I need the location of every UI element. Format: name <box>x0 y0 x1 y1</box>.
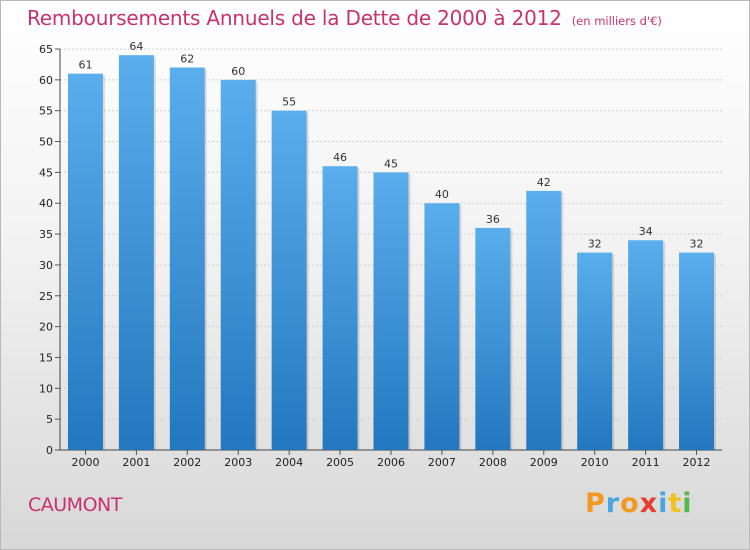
y-tick-label: 55 <box>39 105 53 118</box>
logo-letter: x <box>639 488 659 519</box>
y-tick-label: 40 <box>39 197 53 210</box>
logo-letter: i <box>682 488 693 519</box>
x-tick-label: 2007 <box>428 456 456 469</box>
bar-value-label: 62 <box>180 53 194 66</box>
x-tick-label: 2003 <box>224 456 252 469</box>
x-tick-label: 2012 <box>683 456 711 469</box>
bar <box>373 172 409 450</box>
bar <box>67 73 103 450</box>
bar-value-label: 61 <box>78 59 92 72</box>
place-name: CAUMONT <box>28 494 122 516</box>
bar-value-label: 46 <box>333 151 347 164</box>
y-tick-label: 20 <box>39 321 53 334</box>
bar <box>169 67 205 450</box>
bar <box>628 240 664 450</box>
bar <box>118 55 154 451</box>
bar-value-label: 36 <box>486 213 500 226</box>
bar <box>322 166 358 450</box>
y-tick-label: 50 <box>39 136 53 149</box>
y-tick-label: 5 <box>46 413 53 426</box>
chart-title-text: Remboursements Annuels de la Dette de 20… <box>27 6 562 30</box>
bars <box>67 55 717 451</box>
x-tick-label: 2011 <box>632 456 660 469</box>
y-tick-label: 15 <box>39 351 53 364</box>
bar <box>577 252 613 450</box>
y-tick-label: 60 <box>39 74 53 87</box>
bar <box>475 227 511 450</box>
logo-letter: i <box>658 488 669 519</box>
y-tick-label: 65 <box>39 43 53 56</box>
bar <box>424 203 460 450</box>
y-tick-label: 10 <box>39 382 53 395</box>
x-tick-label: 2009 <box>530 456 558 469</box>
x-tick-label: 2008 <box>479 456 507 469</box>
bar-value-label: 32 <box>690 238 704 251</box>
y-tick-label: 35 <box>39 228 53 241</box>
bar-value-label: 40 <box>435 188 449 201</box>
y-tick-label: 0 <box>46 444 53 457</box>
x-tick-label: 2004 <box>275 456 303 469</box>
x-tick-label: 2006 <box>377 456 405 469</box>
x-tick-label: 2000 <box>71 456 99 469</box>
bar-value-label: 60 <box>231 65 245 78</box>
logo-letter: o <box>620 488 640 519</box>
bar <box>220 79 256 450</box>
proxiti-logo: Proxiti <box>585 488 693 519</box>
chart-subtitle: (en milliers d'€) <box>571 14 662 28</box>
bar-value-label: 34 <box>639 225 653 238</box>
bar <box>271 110 307 450</box>
x-tick-label: 2001 <box>122 456 150 469</box>
y-tick-label: 45 <box>39 166 53 179</box>
bar-value-label: 32 <box>588 238 602 251</box>
bar-value-label: 55 <box>282 96 296 109</box>
data-labels: 61 64 62 60 55 46 45 40 36 42 32 34 32 <box>78 40 703 250</box>
bar <box>679 252 715 450</box>
y-tick-label: 25 <box>39 290 53 303</box>
x-tick-label: 2002 <box>173 456 201 469</box>
bar <box>526 190 562 450</box>
x-tick-label: 2010 <box>581 456 609 469</box>
x-axis-ticks: 2000 2001 2002 2003 2004 2005 2006 2007 2008 2009… <box>71 450 711 469</box>
bar-value-label: 42 <box>537 176 551 189</box>
bar-value-label: 64 <box>129 40 143 53</box>
logo-letter: t <box>668 488 683 519</box>
y-tick-label: 30 <box>39 259 53 272</box>
x-tick-label: 2005 <box>326 456 354 469</box>
logo-letter: r <box>605 488 621 519</box>
logo-letter: P <box>585 488 606 519</box>
bar-value-label: 45 <box>384 157 398 170</box>
chart-title: Remboursements Annuels de la Dette de 20… <box>27 6 662 30</box>
y-axis-ticks: 0 5 10 15 20 25 30 35 40 45 50 55 60 65 <box>39 43 60 457</box>
